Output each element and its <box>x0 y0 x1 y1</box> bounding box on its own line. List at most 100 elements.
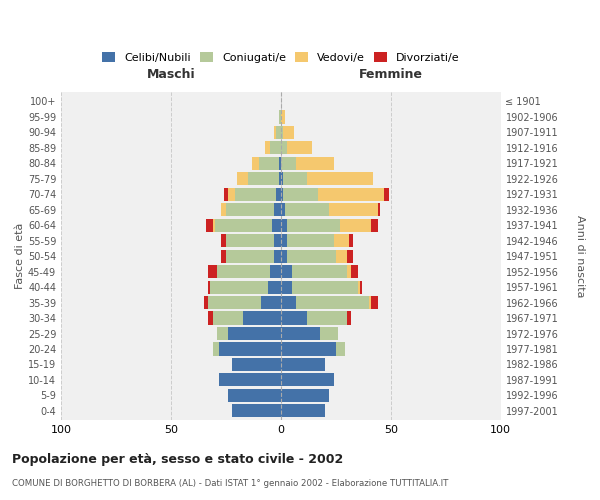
Bar <box>292 265 347 278</box>
Bar <box>369 296 371 309</box>
Bar <box>307 312 347 324</box>
Bar <box>281 188 283 201</box>
Bar <box>252 157 259 170</box>
Bar <box>217 327 228 340</box>
Bar <box>226 234 274 247</box>
Bar <box>281 358 325 371</box>
Bar <box>283 188 318 201</box>
Bar <box>272 218 281 232</box>
Bar <box>206 218 212 232</box>
Bar <box>217 265 270 278</box>
Bar <box>208 280 211 293</box>
Bar <box>283 172 307 186</box>
Bar <box>232 358 281 371</box>
Text: Femmine: Femmine <box>359 68 423 82</box>
Bar <box>212 342 219 355</box>
Bar <box>259 157 278 170</box>
Bar <box>274 250 281 262</box>
Bar <box>277 188 281 201</box>
Bar <box>281 296 296 309</box>
Bar <box>228 389 281 402</box>
Bar <box>281 250 287 262</box>
Bar <box>215 218 272 232</box>
Bar <box>235 188 277 201</box>
Bar <box>287 142 311 154</box>
Bar <box>281 312 307 324</box>
Bar <box>211 280 268 293</box>
Bar <box>287 218 340 232</box>
Legend: Celibi/Nubili, Coniugati/e, Vedovi/e, Divorziati/e: Celibi/Nubili, Coniugati/e, Vedovi/e, Di… <box>98 48 463 66</box>
Bar <box>281 110 285 124</box>
Bar <box>221 250 226 262</box>
Bar <box>287 234 334 247</box>
Bar <box>278 172 281 186</box>
Bar <box>281 142 287 154</box>
Bar <box>204 296 208 309</box>
Bar <box>318 188 384 201</box>
Bar <box>347 312 351 324</box>
Bar <box>307 172 373 186</box>
Text: Popolazione per età, sesso e stato civile - 2002: Popolazione per età, sesso e stato civil… <box>12 452 343 466</box>
Bar <box>371 296 377 309</box>
Bar <box>281 327 320 340</box>
Bar <box>347 265 351 278</box>
Bar <box>237 172 248 186</box>
Bar <box>281 172 283 186</box>
Bar <box>212 218 215 232</box>
Bar <box>336 342 344 355</box>
Bar <box>281 234 287 247</box>
Bar <box>274 203 281 216</box>
Bar <box>208 265 217 278</box>
Bar <box>277 126 281 139</box>
Bar <box>278 110 281 124</box>
Bar <box>226 203 274 216</box>
Bar <box>296 157 334 170</box>
Bar <box>384 188 389 201</box>
Bar <box>334 234 349 247</box>
Bar <box>228 327 281 340</box>
Bar <box>281 203 285 216</box>
Text: COMUNE DI BORGHETTO DI BORBERA (AL) - Dati ISTAT 1° gennaio 2002 - Elaborazione : COMUNE DI BORGHETTO DI BORBERA (AL) - Da… <box>12 479 448 488</box>
Bar <box>244 312 281 324</box>
Bar <box>261 296 281 309</box>
Bar <box>248 172 278 186</box>
Bar <box>281 404 325 417</box>
Bar <box>208 296 261 309</box>
Bar <box>226 250 274 262</box>
Bar <box>349 234 353 247</box>
Bar <box>281 218 287 232</box>
Bar <box>351 265 358 278</box>
Bar <box>281 126 283 139</box>
Bar <box>340 218 371 232</box>
Y-axis label: Anni di nascita: Anni di nascita <box>575 215 585 298</box>
Bar <box>320 327 338 340</box>
Bar <box>278 157 281 170</box>
Bar <box>274 126 277 139</box>
Text: Maschi: Maschi <box>146 68 195 82</box>
Bar <box>281 374 334 386</box>
Bar <box>268 280 281 293</box>
Bar <box>287 250 336 262</box>
Bar <box>228 188 235 201</box>
Bar <box>336 250 347 262</box>
Y-axis label: Fasce di età: Fasce di età <box>15 223 25 290</box>
Bar <box>296 296 369 309</box>
Bar <box>270 142 281 154</box>
Bar <box>281 265 292 278</box>
Bar <box>224 188 228 201</box>
Bar <box>281 342 336 355</box>
Bar <box>274 234 281 247</box>
Bar <box>292 280 358 293</box>
Bar <box>281 157 296 170</box>
Bar <box>281 280 292 293</box>
Bar <box>270 265 281 278</box>
Bar <box>360 280 362 293</box>
Bar <box>347 250 353 262</box>
Bar <box>208 312 212 324</box>
Bar <box>221 234 226 247</box>
Bar <box>285 203 329 216</box>
Bar <box>219 342 281 355</box>
Bar <box>283 126 294 139</box>
Bar <box>371 218 377 232</box>
Bar <box>232 404 281 417</box>
